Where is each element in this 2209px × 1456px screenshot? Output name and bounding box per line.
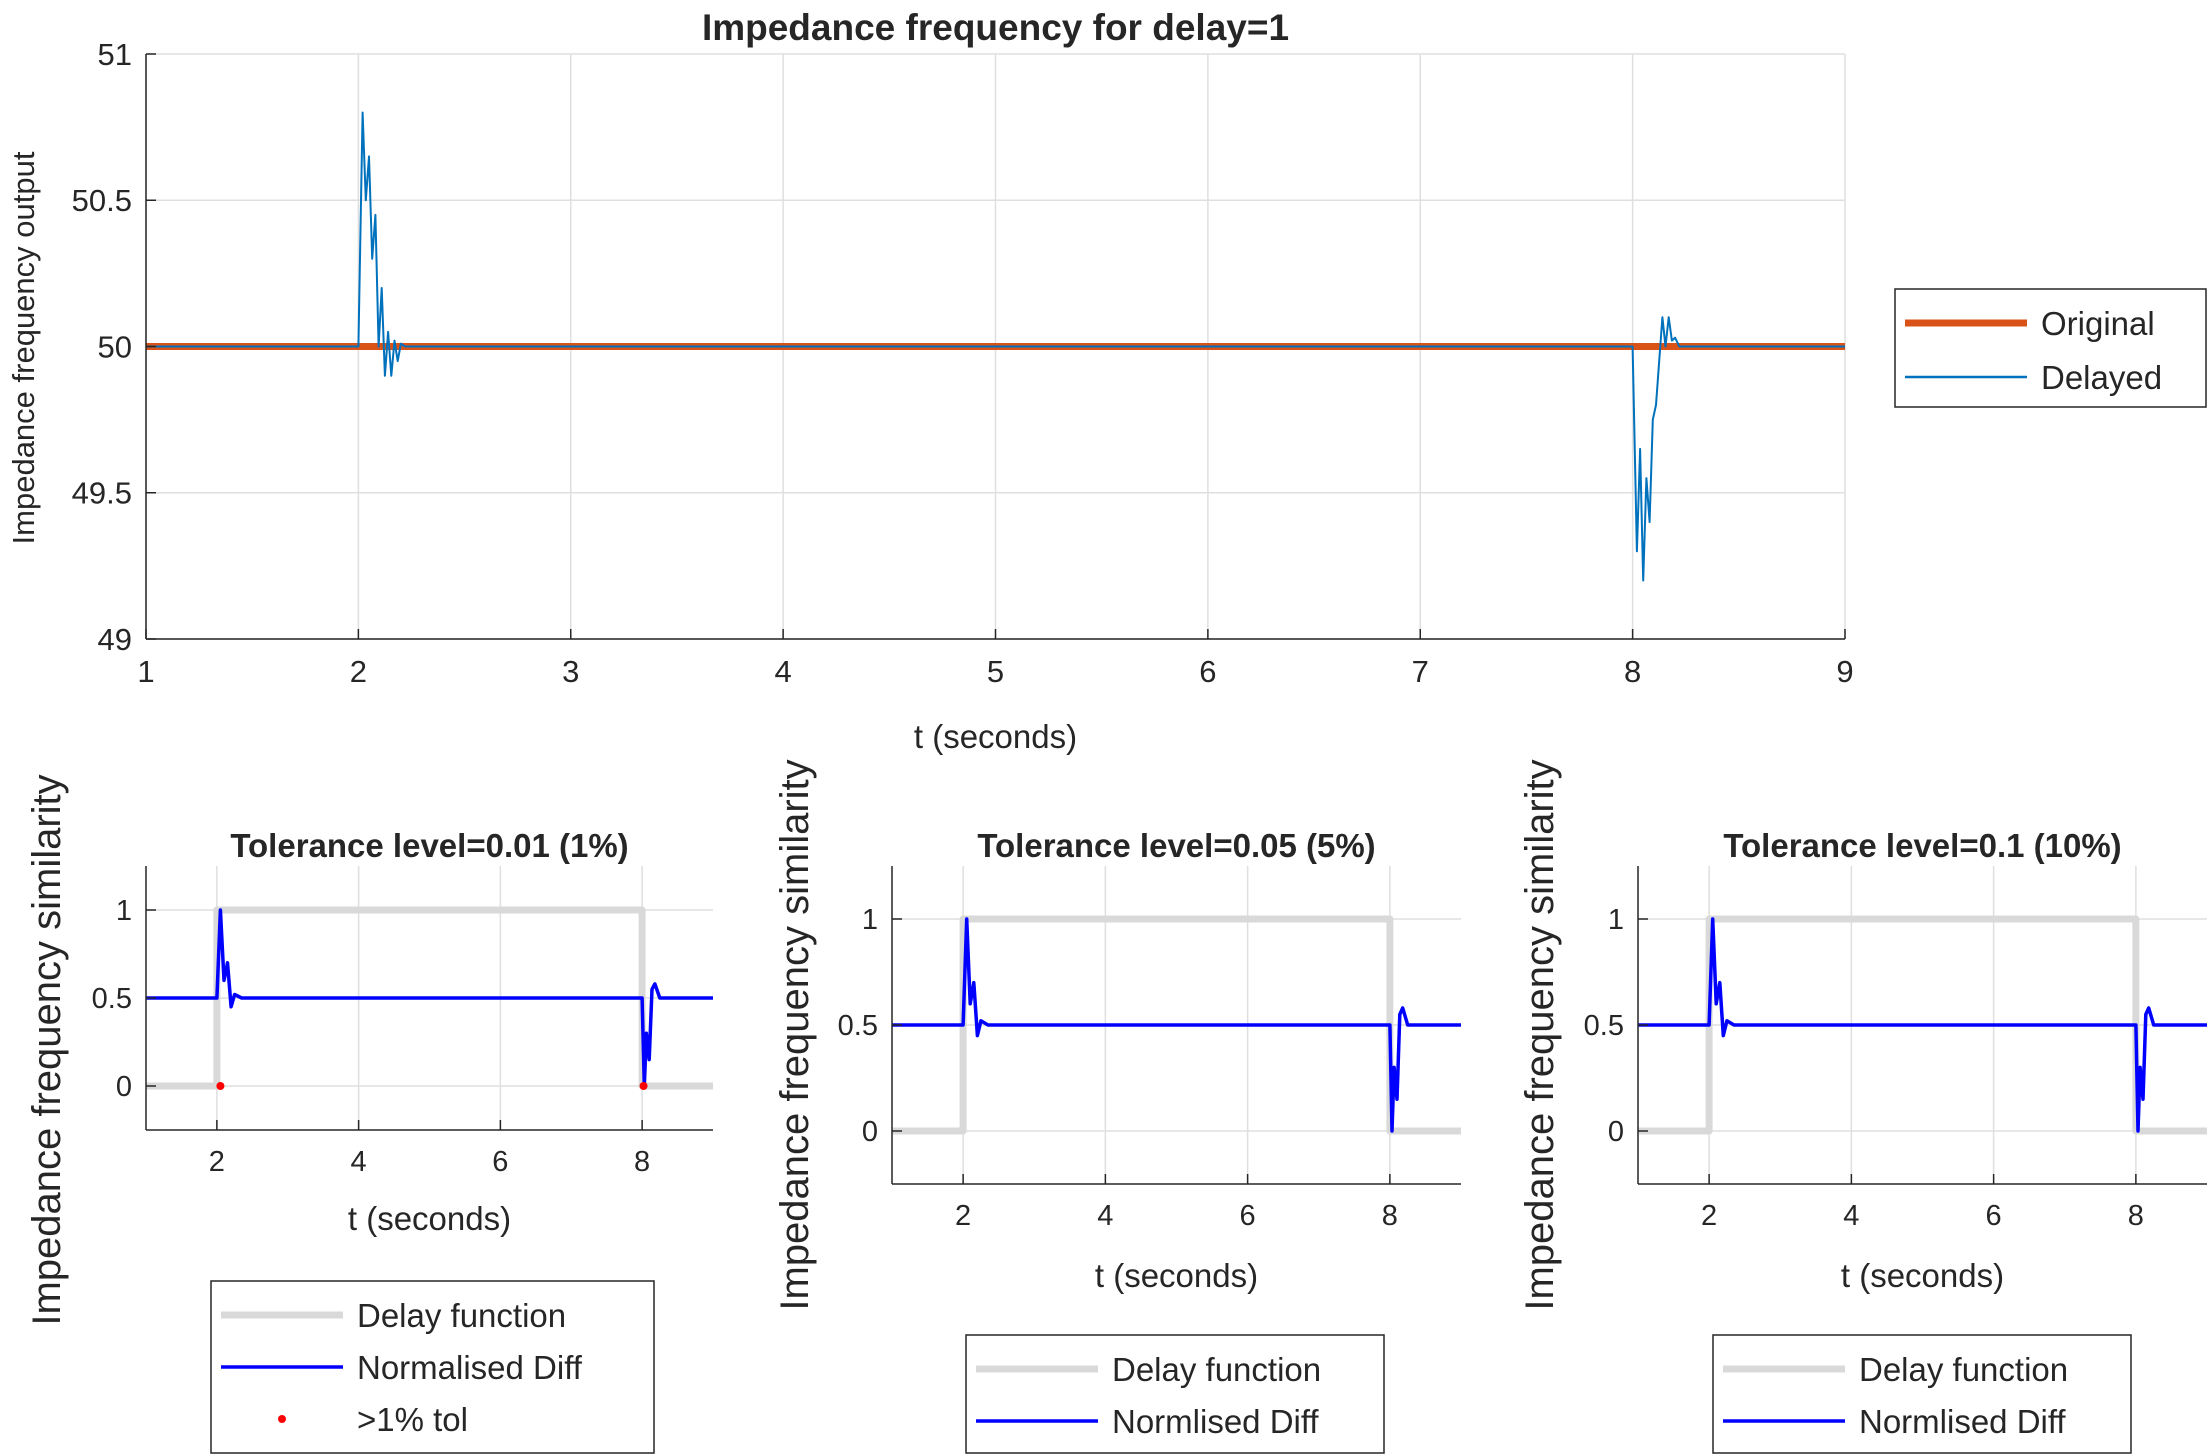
legend-label-0: Original — [2041, 305, 2155, 342]
x-tick-label: 6 — [1199, 654, 1216, 689]
y-tick-label: 0.5 — [92, 983, 132, 1015]
y-tick-label: 0 — [116, 1071, 132, 1103]
legend-swatch-2 — [278, 1415, 286, 1423]
x-tick-label: 2 — [209, 1146, 225, 1178]
x-tick-label: 4 — [775, 654, 792, 689]
series-line-0 — [146, 906, 713, 1090]
chart-title: Tolerance level=0.1 (10%) — [1723, 827, 2121, 864]
x-axis-label: t (seconds) — [1095, 1257, 1258, 1294]
chart-title: Impedance frequency for delay=1 — [702, 7, 1289, 48]
y-axis-label: Impedance frequency similarity — [773, 759, 817, 1310]
legend-box — [1894, 288, 2207, 408]
legend-label-0: Delay function — [357, 1297, 566, 1334]
x-tick-label: 8 — [1624, 654, 1641, 689]
chart-panel-1: 1 2 3 4 5 6 7 8 9 49 49.5 50 50.5 51 Impedance frequen… — [6, 7, 2207, 755]
x-tick-label: 1 — [137, 654, 154, 689]
legend-box — [965, 1334, 1385, 1454]
tol-marker-point — [216, 1082, 225, 1090]
x-tick-label: 6 — [1240, 1200, 1256, 1232]
x-tick-label: 7 — [1412, 654, 1429, 689]
x-tick-label: 2 — [350, 654, 367, 689]
x-tick-label: 9 — [1836, 654, 1853, 689]
y-tick-label: 49.5 — [72, 476, 132, 511]
legend: Delay function Normlised Diff — [1712, 1334, 2132, 1454]
legend-box — [1712, 1334, 2132, 1454]
legend-label-1: Normalised Diff — [357, 1349, 583, 1386]
y-tick-label: 0 — [862, 1116, 878, 1148]
legend-label-2: >1% tol — [357, 1401, 468, 1438]
chart-panel-4: 2 4 6 8 0 0.5 1 Tolerance level=0.1 (10%) t (sec… — [1518, 759, 2207, 1454]
legend-label-0: Delay function — [1859, 1351, 2068, 1388]
y-tick-label: 1 — [1608, 904, 1624, 936]
legend: Delay function Normalised Diff >1% tol — [210, 1280, 655, 1454]
y-tick-label: 0 — [1608, 1116, 1624, 1148]
series-line-0 — [1638, 915, 2207, 1135]
series-line-1 — [1638, 917, 2207, 1133]
legend: Delay function Normlised Diff — [965, 1334, 1385, 1454]
x-axis-label: t (seconds) — [914, 718, 1077, 755]
x-tick-label: 3 — [562, 654, 579, 689]
y-tick-label: 50 — [98, 329, 132, 364]
x-tick-label: 8 — [634, 1146, 650, 1178]
x-axis-label: t (seconds) — [1841, 1257, 2004, 1294]
legend-label-1: Normlised Diff — [1859, 1403, 2066, 1440]
series-line-1 — [146, 908, 713, 1088]
y-axis-label: Impedance frequency output — [6, 151, 41, 544]
x-tick-label: 8 — [2128, 1200, 2144, 1232]
x-tick-label: 6 — [492, 1146, 508, 1178]
legend-label-1: Delayed — [2041, 359, 2162, 396]
y-tick-label: 49 — [98, 622, 132, 657]
chart-panel-3: 2 4 6 8 0 0.5 1 Tolerance level=0.05 (5%) t (sec… — [773, 759, 1461, 1454]
x-tick-label: 8 — [1382, 1200, 1398, 1232]
x-tick-label: 4 — [1843, 1200, 1859, 1232]
tol-marker-point — [639, 1082, 648, 1090]
x-tick-label: 6 — [1986, 1200, 2002, 1232]
x-axis-label: t (seconds) — [348, 1200, 511, 1237]
x-tick-label: 4 — [1097, 1200, 1113, 1232]
y-tick-label: 0.5 — [838, 1010, 878, 1042]
x-tick-label: 2 — [955, 1200, 971, 1232]
y-tick-label: 1 — [862, 904, 878, 936]
series-line-1 — [146, 111, 1845, 582]
x-tick-label: 2 — [1701, 1200, 1717, 1232]
chart-title: Tolerance level=0.05 (5%) — [977, 827, 1375, 864]
y-tick-label: 1 — [116, 895, 132, 927]
legend-label-0: Delay function — [1112, 1351, 1321, 1388]
y-axis-label: Impedance frequency similarity — [25, 774, 69, 1325]
y-tick-label: 51 — [98, 37, 132, 72]
series-line-0 — [892, 915, 1461, 1135]
y-tick-label: 0.5 — [1584, 1010, 1624, 1042]
series-line-1 — [892, 917, 1461, 1133]
chart-panel-2: 2 4 6 8 0 0.5 1 Tolerance level=0.01 (1%) t (sec… — [25, 774, 713, 1454]
x-tick-label: 5 — [987, 654, 1004, 689]
chart-title: Tolerance level=0.01 (1%) — [230, 827, 628, 864]
legend: Original Delayed — [1894, 288, 2207, 408]
x-tick-label: 4 — [351, 1146, 367, 1178]
y-axis-label: Impedance frequency similarity — [1518, 759, 1562, 1310]
legend-label-1: Normlised Diff — [1112, 1403, 1319, 1440]
y-tick-label: 50.5 — [72, 183, 132, 218]
